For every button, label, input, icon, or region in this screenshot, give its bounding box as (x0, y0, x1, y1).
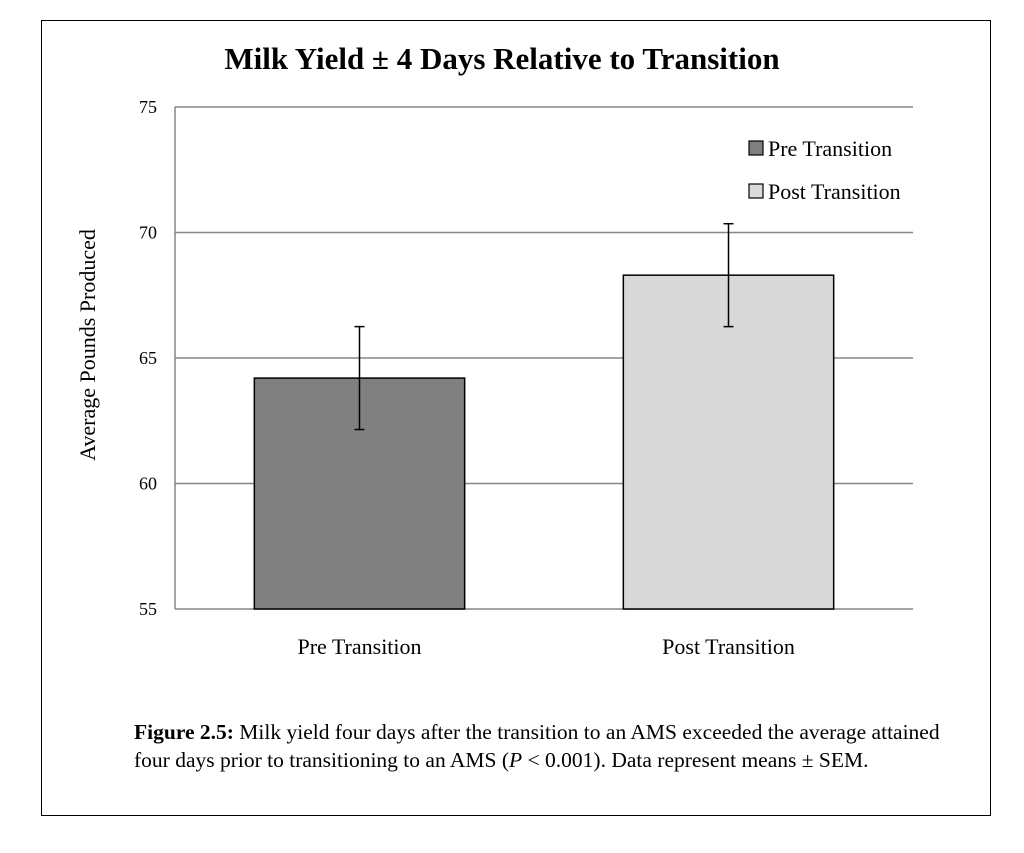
x-tick-label: Post Transition (662, 634, 795, 659)
caption-text-2: < 0.001). Data represent means ± SEM. (522, 748, 869, 772)
figure-frame (41, 20, 991, 816)
y-axis-label: Average Pounds Produced (75, 229, 100, 461)
legend-label: Pre Transition (768, 136, 892, 161)
y-tick-label: 60 (139, 474, 157, 494)
x-tick-label: Pre Transition (297, 634, 421, 659)
y-tick-labels: 55 60 65 70 75 (139, 97, 157, 619)
x-tick-labels: Pre Transition Post Transition (297, 634, 794, 659)
bar-post-transition (622, 274, 835, 610)
chart-title: Milk Yield ± 4 Days Relative to Transiti… (224, 41, 779, 76)
caption-label: Figure 2.5: (134, 720, 234, 744)
legend: Pre Transition Post Transition (748, 136, 901, 204)
bars (253, 274, 835, 610)
y-tick-label: 65 (139, 348, 157, 368)
caption-p-symbol: P (509, 748, 523, 772)
figure-caption: Figure 2.5: Milk yield four days after t… (134, 718, 944, 774)
legend-swatch (748, 183, 764, 199)
error-bars (354, 222, 734, 431)
y-tick-label: 75 (139, 97, 157, 117)
caption-text-1: Milk yield four days after the transitio… (134, 720, 940, 772)
y-tick-label: 55 (139, 599, 157, 619)
legend-label: Post Transition (768, 179, 901, 204)
legend-swatch (748, 140, 764, 156)
y-tick-label: 70 (139, 223, 157, 243)
